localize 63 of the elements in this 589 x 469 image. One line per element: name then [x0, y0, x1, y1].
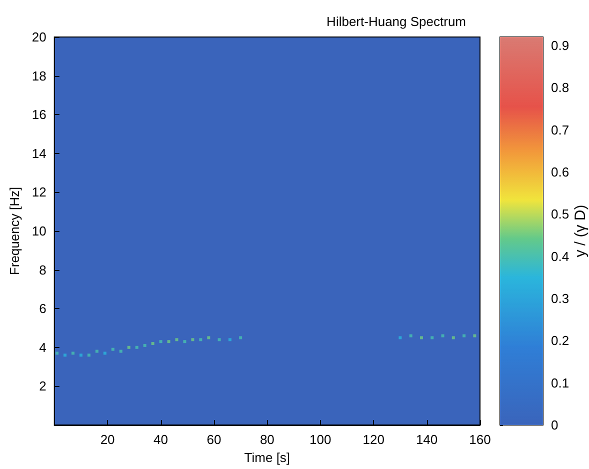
color-bar-label: 0.2	[551, 333, 570, 348]
color-bar-label: 0	[551, 418, 558, 432]
point	[64, 354, 66, 357]
point	[452, 336, 455, 340]
color-bar-label: 0.9	[551, 38, 570, 53]
point	[71, 352, 74, 355]
color-bar-label: 0.5	[551, 206, 570, 222]
y-tick-label: 10	[32, 224, 46, 238]
color-bar-label: 0.3	[551, 290, 570, 306]
point	[151, 342, 154, 346]
point	[207, 336, 210, 340]
y-tick-label: 18	[32, 68, 46, 84]
point	[228, 338, 232, 342]
point	[159, 340, 162, 344]
point	[473, 334, 476, 338]
point	[167, 340, 170, 344]
point	[87, 354, 90, 357]
y-tick-label: 20	[32, 30, 46, 44]
point	[398, 336, 402, 340]
point	[143, 344, 146, 347]
point	[135, 346, 138, 349]
y-tick-label: 2	[39, 378, 46, 394]
color-bar-title: y / (γ D)	[572, 204, 589, 258]
y-axis-title: Frequency [Hz]	[7, 186, 22, 276]
point	[175, 338, 178, 342]
x-tick-label: 100	[310, 432, 332, 447]
color-bar-label: 0.1	[551, 375, 570, 390]
color-bar-label: 0.6	[551, 164, 570, 180]
point	[183, 340, 186, 344]
point	[218, 338, 221, 342]
y-tick-label: 8	[39, 262, 46, 278]
y-tick-label: 4	[39, 340, 46, 355]
x-tick-label: 120	[362, 432, 384, 447]
y-tick-label: 14	[32, 146, 46, 161]
point	[420, 336, 423, 340]
point	[56, 352, 59, 355]
point	[409, 334, 412, 338]
point	[103, 352, 106, 355]
point	[430, 336, 434, 340]
point	[79, 354, 82, 357]
x-tick-label: 140	[416, 432, 438, 447]
point	[127, 346, 130, 349]
x-tick-label: 160	[469, 432, 491, 447]
point	[119, 350, 122, 353]
point	[462, 334, 466, 338]
y-tick-label: 16	[32, 107, 46, 122]
point	[239, 336, 242, 340]
point	[111, 348, 114, 351]
color-bar-label: 0.7	[551, 122, 570, 138]
point	[441, 334, 444, 338]
chart-title: Hilbert-Huang Spectrum	[326, 14, 466, 29]
x-tick-label: 40	[154, 432, 168, 447]
x-tick-label: 80	[260, 432, 274, 447]
point	[95, 350, 98, 353]
y-tick-label: 12	[32, 184, 46, 200]
color-bar-label: 0.8	[551, 80, 570, 96]
x-tick-label: 60	[206, 432, 222, 447]
x-axis-title: Time [s]	[244, 450, 290, 465]
x-tick-label: 20	[100, 432, 115, 447]
color-bar-label: 0.4	[551, 248, 570, 264]
y-tick-label: 6	[39, 301, 46, 316]
point	[191, 338, 194, 342]
point	[199, 338, 202, 342]
